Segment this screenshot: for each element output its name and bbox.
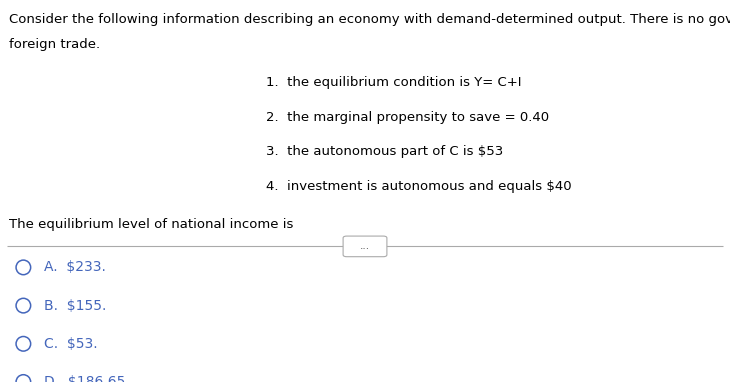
Text: 1.  the equilibrium condition is Y= C+I: 1. the equilibrium condition is Y= C+I (266, 76, 522, 89)
Text: foreign trade.: foreign trade. (9, 38, 100, 51)
Text: 4.  investment is autonomous and equals $40: 4. investment is autonomous and equals $… (266, 180, 572, 193)
Text: A.  $233.: A. $233. (44, 261, 106, 274)
Text: The equilibrium level of national income is: The equilibrium level of national income… (9, 218, 293, 231)
Text: Consider the following information describing an economy with demand-determined : Consider the following information descr… (9, 13, 730, 26)
Text: ...: ... (360, 241, 370, 251)
Text: C.  $53.: C. $53. (44, 337, 97, 351)
Text: 3.  the autonomous part of C is $53: 3. the autonomous part of C is $53 (266, 145, 504, 158)
Text: 2.  the marginal propensity to save = 0.40: 2. the marginal propensity to save = 0.4… (266, 111, 550, 124)
FancyBboxPatch shape (343, 236, 387, 257)
Text: D.  $186.65.: D. $186.65. (44, 375, 129, 382)
Text: B.  $155.: B. $155. (44, 299, 106, 312)
